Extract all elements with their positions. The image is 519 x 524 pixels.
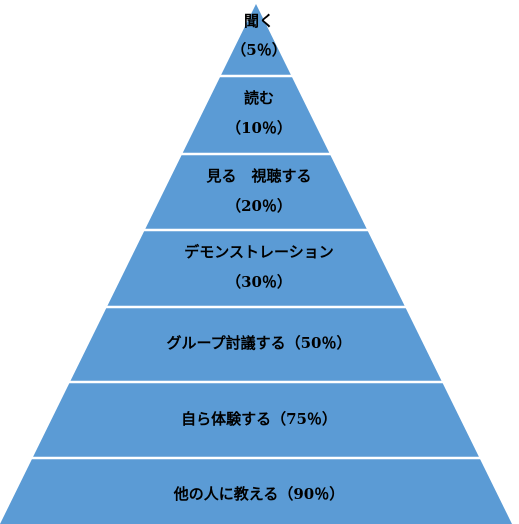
level-dividers [0,74,519,460]
pyramid-shape [0,4,512,524]
level-5: グループ討議する（50％） [167,334,352,352]
level-6-label: 自ら体験する（75％） [181,410,337,428]
level-3: 見る 視聴する （20％） [205,167,311,215]
level-2-label: 読む [244,89,274,107]
level-3-percent: （20％） [226,197,292,215]
level-3-label: 見る 視聴する [205,167,311,185]
level-5-label: グループ討議する（50％） [167,334,352,352]
level-4-percent: （30％） [226,273,292,291]
level-1-label: 聞く [244,12,274,30]
level-4: デモンストレーション （30％） [184,243,333,291]
level-2-percent: （10％） [226,119,292,137]
level-7-label: 他の人に教える（90％） [173,485,344,503]
level-6: 自ら体験する（75％） [181,410,337,428]
level-1: 聞く （5％） [231,12,286,59]
level-4-label: デモンストレーション [184,243,333,261]
level-7: 他の人に教える（90％） [173,485,344,503]
level-2: 読む （10％） [226,89,292,137]
level-1-percent: （5％） [231,41,286,59]
